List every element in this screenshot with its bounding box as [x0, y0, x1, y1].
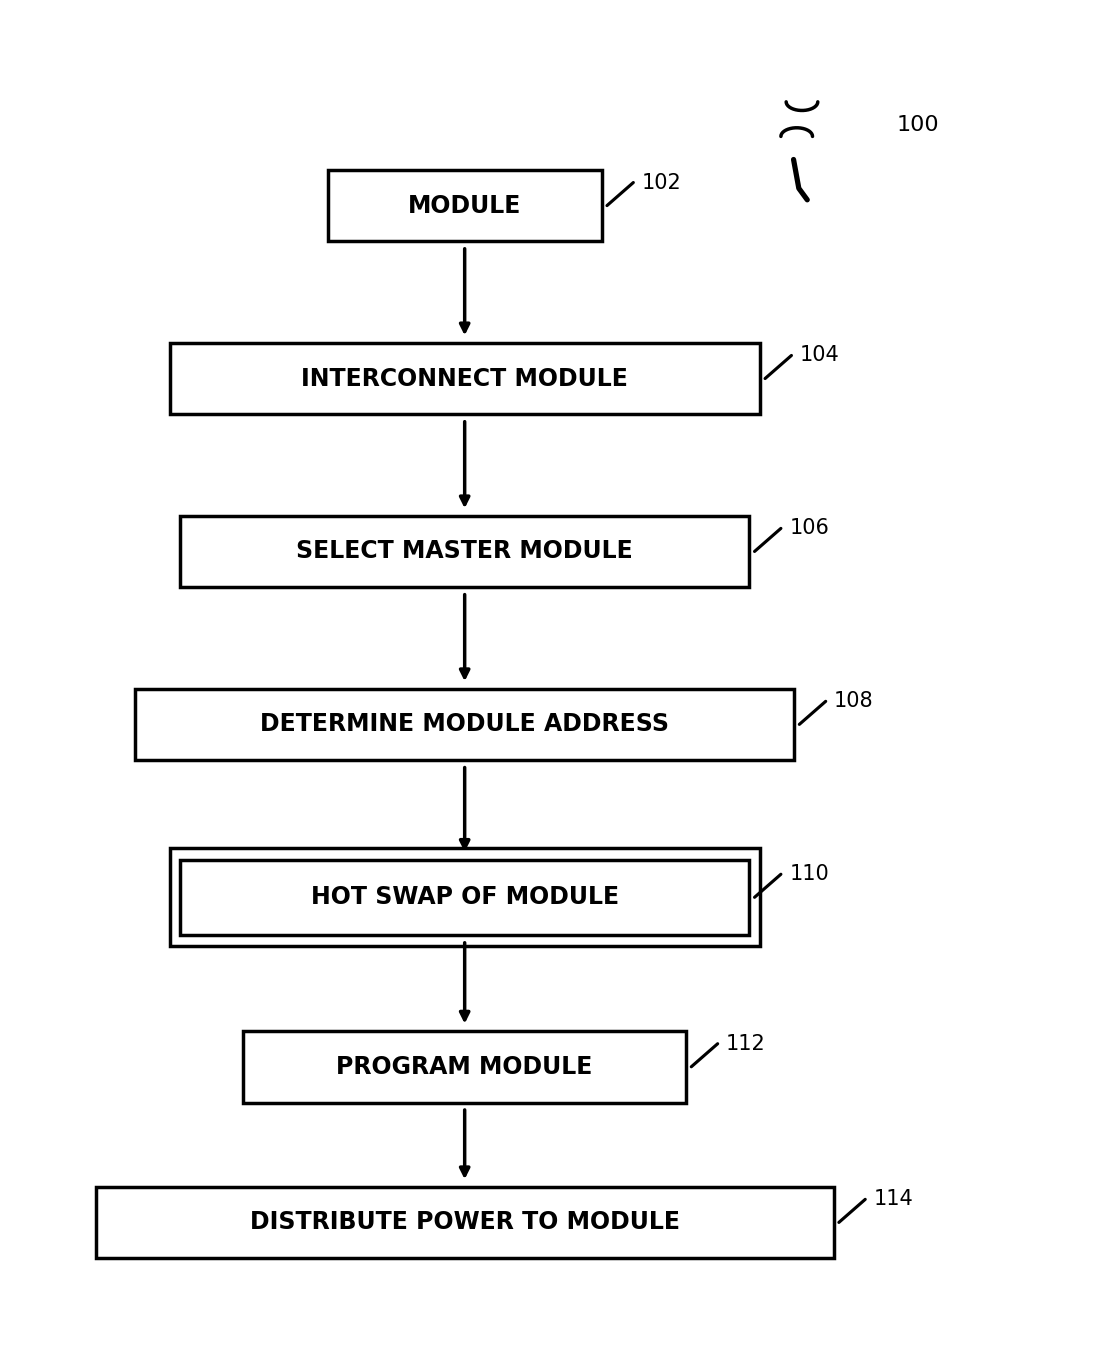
Text: PROGRAM MODULE: PROGRAM MODULE	[336, 1054, 593, 1079]
Text: HOT SWAP OF MODULE: HOT SWAP OF MODULE	[311, 885, 619, 909]
Bar	[135, 689, 794, 760]
Bar	[244, 1032, 686, 1103]
Bar	[169, 849, 760, 947]
Text: DISTRIBUTE POWER TO MODULE: DISTRIBUTE POWER TO MODULE	[249, 1210, 680, 1235]
Text: 108: 108	[834, 691, 874, 712]
Text: DETERMINE MODULE ADDRESS: DETERMINE MODULE ADDRESS	[260, 713, 669, 736]
Text: 100: 100	[897, 114, 940, 134]
Text: 110: 110	[789, 865, 829, 884]
Text: SELECT MASTER MODULE: SELECT MASTER MODULE	[296, 539, 634, 564]
Text: 112: 112	[726, 1034, 765, 1053]
Text: 102: 102	[641, 172, 682, 192]
Text: 106: 106	[789, 518, 829, 538]
Bar	[96, 1186, 833, 1258]
Text: 104: 104	[799, 346, 840, 366]
Bar	[327, 169, 602, 241]
Bar	[180, 515, 749, 588]
Bar	[180, 859, 749, 935]
Text: MODULE: MODULE	[408, 194, 522, 218]
Bar	[169, 343, 760, 414]
Text: INTERCONNECT MODULE: INTERCONNECT MODULE	[301, 367, 628, 390]
Text: 114: 114	[874, 1189, 914, 1209]
